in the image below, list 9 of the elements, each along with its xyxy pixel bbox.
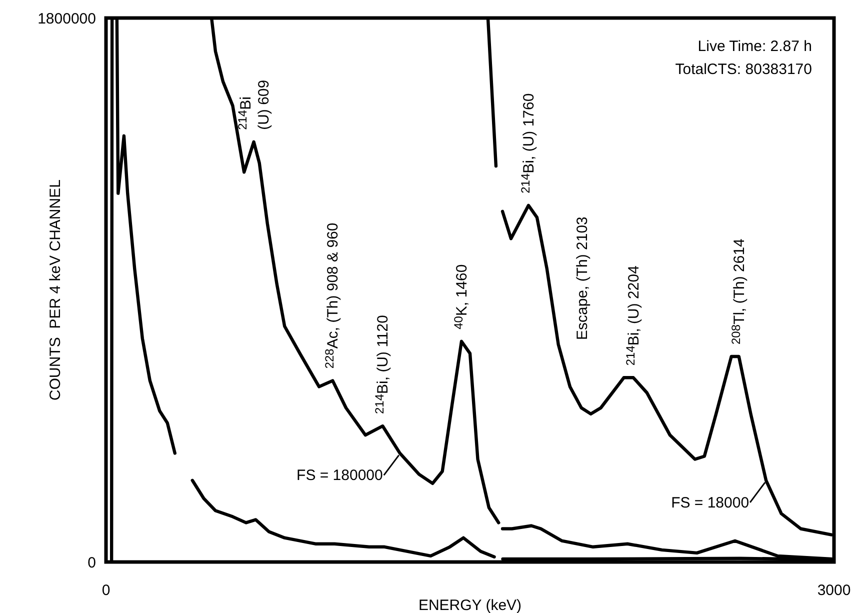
annotation: TotalCTS: 80383170	[675, 61, 812, 78]
legend-label: FS = 180000	[296, 467, 383, 484]
annotation: Escape, (Th) 2103	[574, 216, 591, 340]
y-tick-label: 1800000	[38, 10, 96, 28]
legend-label: FS = 18000	[671, 494, 750, 512]
annotation: Live Time: 2.87 h	[698, 38, 812, 55]
x-axis-title: ENERGY (keV)	[418, 597, 522, 613]
y-axis-title: COUNTS PER 4 keV CHANNEL	[47, 180, 64, 400]
x-tick-label: 3000	[817, 582, 851, 599]
